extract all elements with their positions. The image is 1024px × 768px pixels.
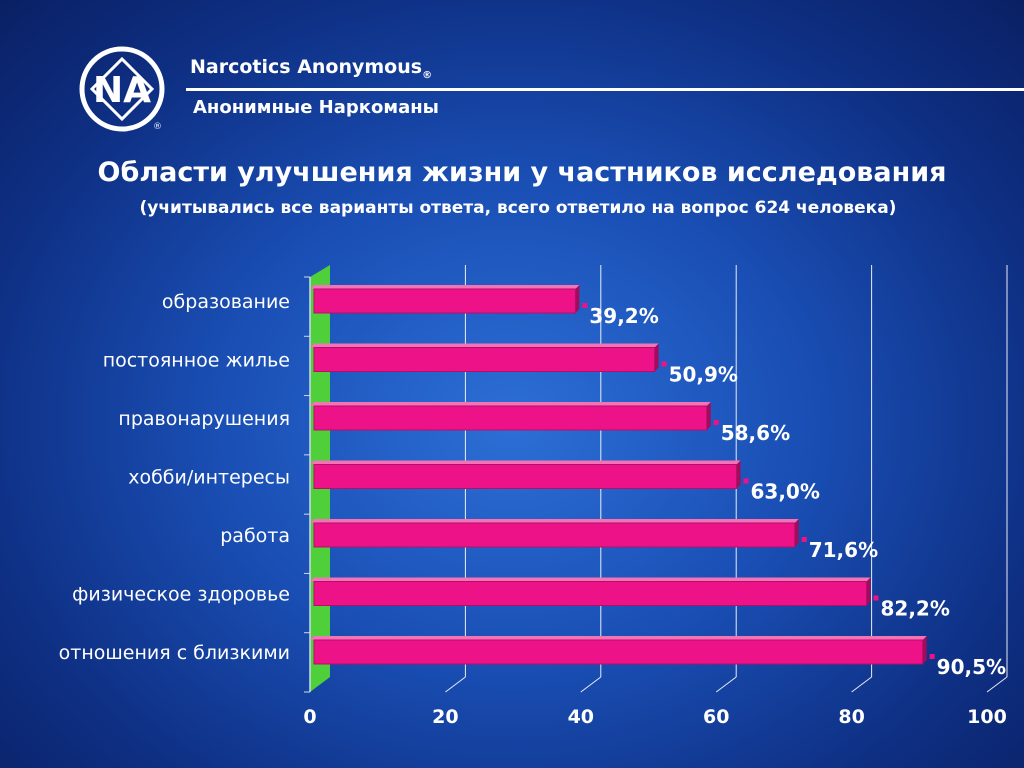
bar [313,347,656,372]
chart-title: Области улучшения жизни у частников иссл… [97,157,947,188]
bar-side [794,519,799,547]
category-label: отношения с близкими [59,642,290,664]
value-label-marker [582,303,588,308]
grid-floor-line [580,676,602,693]
bar [313,581,867,606]
org-registered-mark: ® [422,69,433,81]
logo-registered-mark: ® [153,122,162,132]
grid-floor-line [986,676,1008,693]
category-label: образование [162,291,290,313]
bar-top [310,343,659,348]
bar [313,639,924,665]
bar-side [654,343,659,372]
bar [313,288,576,314]
value-label-marker [743,478,749,484]
bar [313,522,796,548]
bar-side [922,636,927,664]
bar-side [866,577,871,606]
category-label: постоянное жилье [103,350,290,372]
value-label: 90,5% [937,655,1006,679]
x-tick-label: 40 [568,706,594,728]
bar-side [575,285,580,313]
bar-top [310,460,741,465]
grid-floor-line [851,676,872,693]
category-label: физическое здоровье [72,584,290,606]
category-label: правонарушения [118,408,290,430]
category-label: хобби/интересы [128,467,290,489]
bar-top [310,285,580,289]
bar-top [310,577,871,582]
x-tick-label: 60 [703,706,729,728]
value-label-marker [801,537,807,542]
header-divider [186,88,1024,91]
x-tick-label: 0 [303,706,316,728]
na-logo-icon: NA [79,46,165,132]
value-label: 58,6% [721,421,790,445]
x-tick-label: 20 [432,706,458,728]
category-label: работа [220,525,290,547]
bar [313,405,708,431]
x-tick-label: 100 [967,706,1007,728]
value-label: 50,9% [669,363,738,387]
bar-top [310,519,799,523]
org-name-english-text: Narcotics Anonymous [190,56,423,78]
logo-text: NA [93,70,151,111]
bar [313,464,738,489]
value-label: 63,0% [751,480,820,504]
grid-floor-line [715,676,737,693]
value-label: 39,2% [589,304,658,328]
bar-side [736,460,741,489]
value-label: 82,2% [880,597,949,621]
x-tick-label: 80 [838,706,864,728]
bar-side [706,402,711,430]
value-label: 71,6% [809,538,878,562]
value-label-marker [713,420,719,425]
org-name-russian: Анонимные Наркоманы [193,97,439,118]
value-label-marker [929,654,935,659]
value-label-marker [661,361,667,367]
org-name-english: Narcotics Anonymous® [190,56,432,81]
chart-subtitle: (учитывались все варианты ответа, всего … [139,198,897,218]
bar-top [310,636,927,640]
bar-top [310,402,711,406]
grid-floor-line [445,676,466,693]
value-label-marker [873,595,879,601]
